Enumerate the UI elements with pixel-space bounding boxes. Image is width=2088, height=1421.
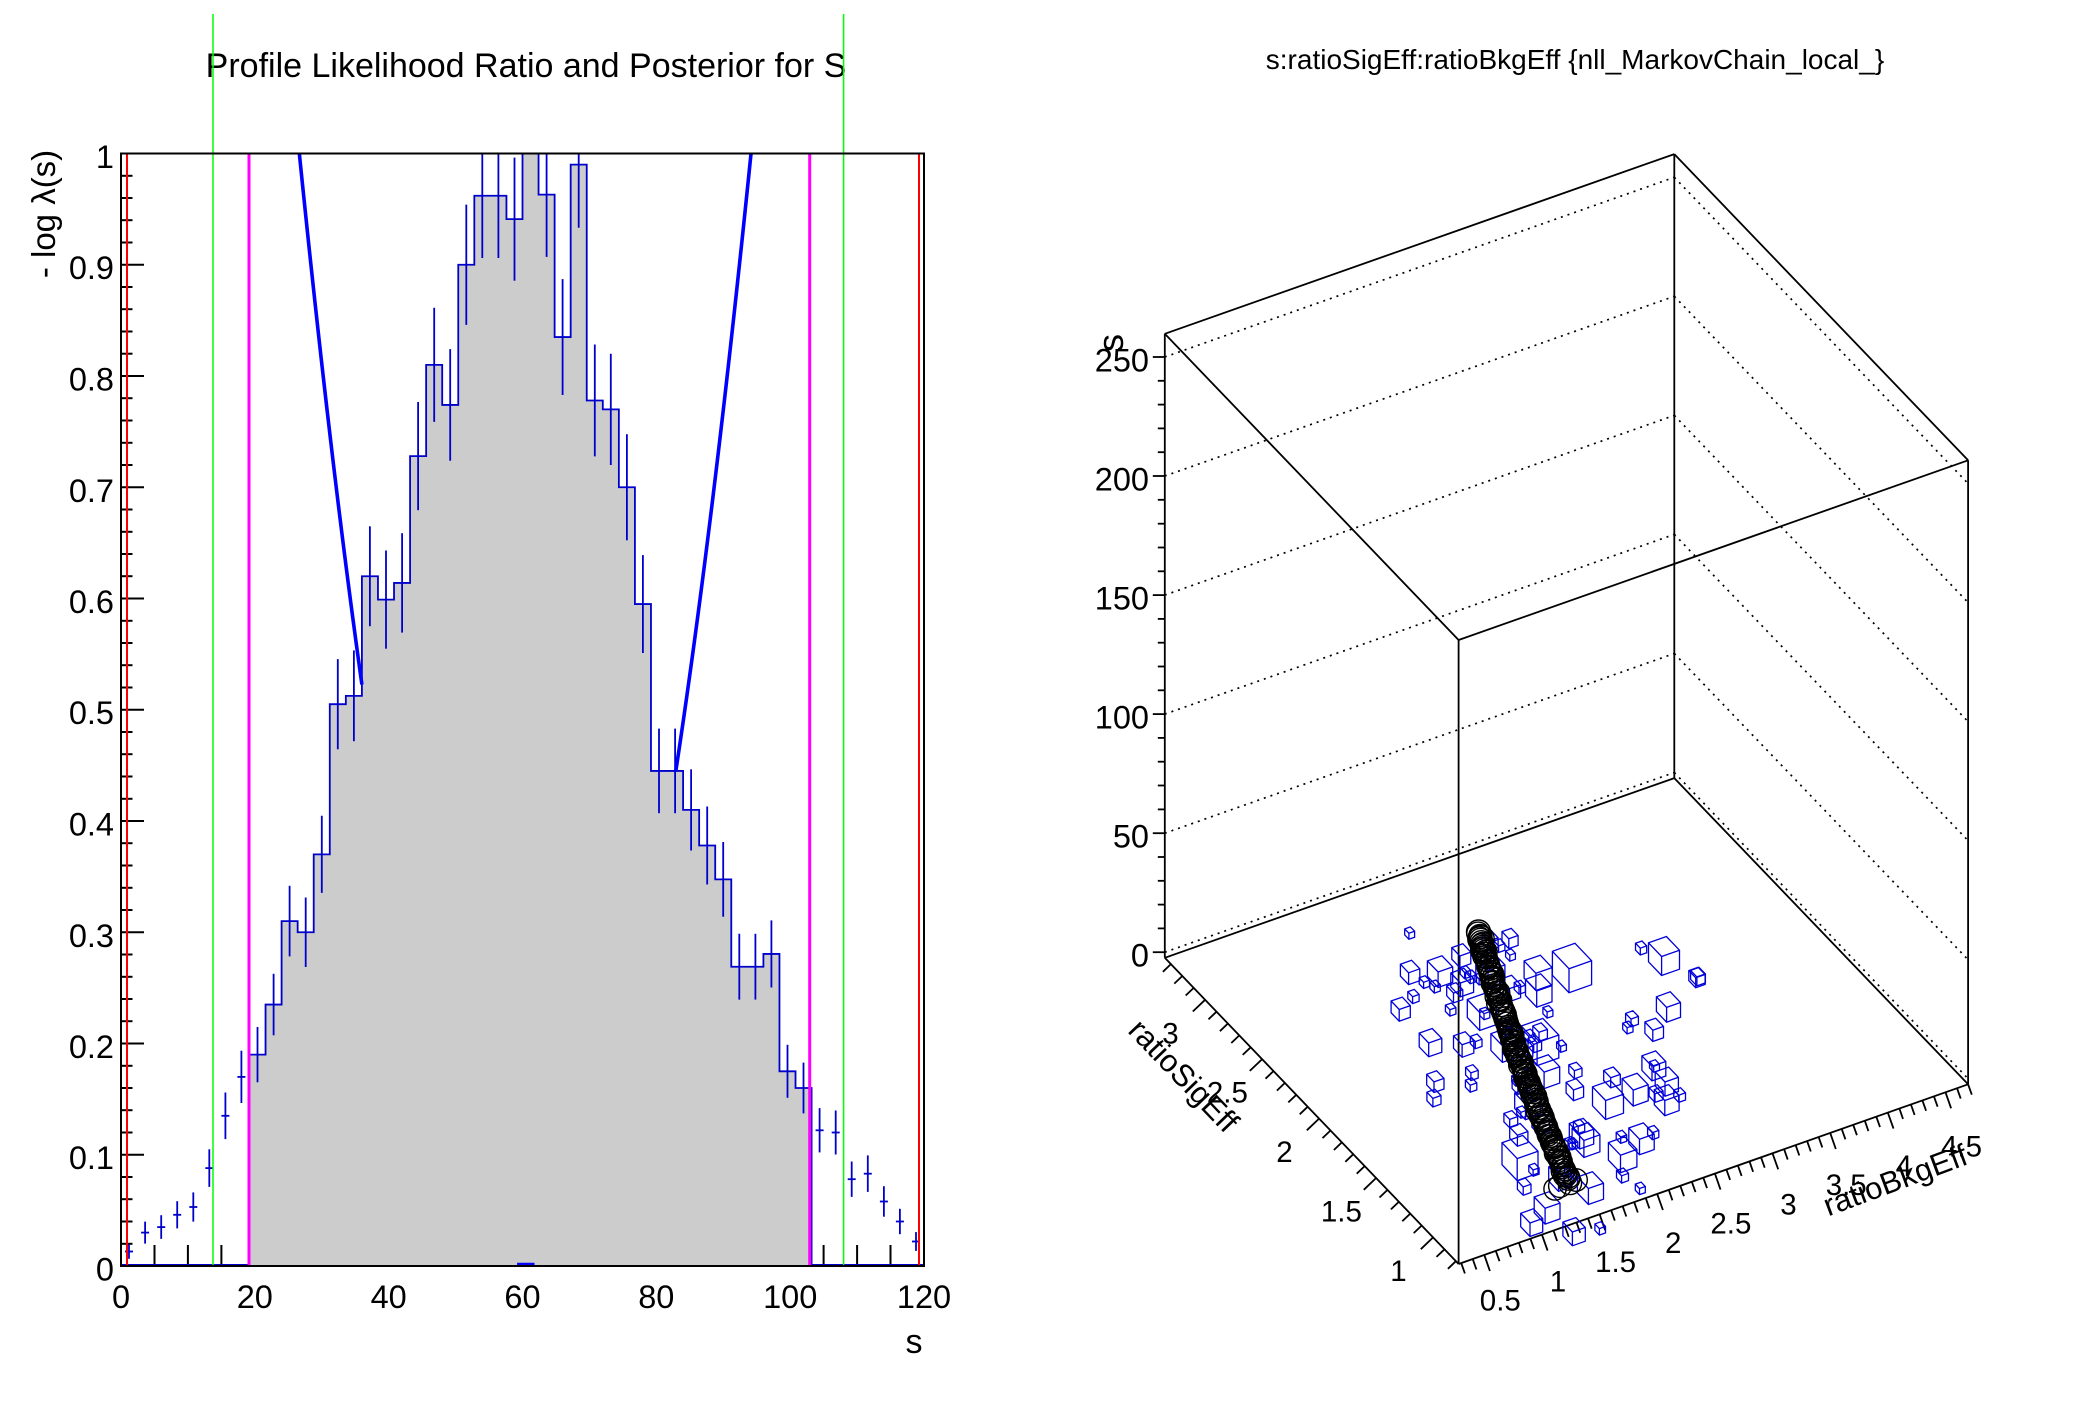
svg-text:0.5: 0.5 (1480, 1285, 1521, 1318)
svg-text:1: 1 (1390, 1255, 1406, 1288)
svg-text:0.8: 0.8 (69, 362, 114, 398)
svg-text:- log λ(s): - log λ(s) (25, 150, 62, 278)
svg-text:2.5: 2.5 (1710, 1208, 1751, 1241)
svg-text:0.2: 0.2 (69, 1029, 114, 1065)
svg-text:120: 120 (897, 1279, 951, 1315)
svg-text:200: 200 (1095, 462, 1149, 498)
svg-text:100: 100 (1095, 700, 1149, 736)
svg-text:40: 40 (371, 1279, 407, 1315)
svg-text:20: 20 (237, 1279, 273, 1315)
svg-text:2: 2 (1276, 1136, 1292, 1169)
svg-text:0: 0 (96, 1252, 114, 1288)
svg-text:0.4: 0.4 (69, 807, 114, 843)
svg-text:0.3: 0.3 (69, 918, 114, 954)
svg-text:0: 0 (112, 1279, 130, 1315)
svg-text:0: 0 (1131, 938, 1149, 974)
svg-text:2: 2 (1665, 1227, 1681, 1260)
svg-text:0.5: 0.5 (69, 695, 114, 731)
svg-text:3.5: 3.5 (1826, 1169, 1867, 1202)
svg-text:0.6: 0.6 (69, 584, 114, 620)
svg-text:1.5: 1.5 (1595, 1246, 1636, 1279)
svg-text:0.9: 0.9 (69, 250, 114, 286)
svg-text:150: 150 (1095, 581, 1149, 617)
svg-text:Profile Likelihood Ratio and P: Profile Likelihood Ratio and Posterior f… (206, 47, 847, 85)
svg-text:3: 3 (1162, 1017, 1178, 1050)
svg-text:s: s (906, 1323, 923, 1361)
svg-text:1: 1 (96, 139, 114, 175)
svg-text:1.5: 1.5 (1321, 1196, 1362, 1229)
svg-text:s: s (1090, 334, 1131, 352)
svg-text:4: 4 (1896, 1150, 1912, 1183)
svg-text:0.7: 0.7 (69, 473, 114, 509)
svg-text:1: 1 (1550, 1265, 1566, 1298)
svg-text:250: 250 (1095, 343, 1149, 379)
svg-text:s:ratioSigEff:ratioBkgEff {nll: s:ratioSigEff:ratioBkgEff {nll_MarkovCha… (1266, 44, 1884, 75)
svg-text:100: 100 (763, 1279, 817, 1315)
svg-text:50: 50 (1113, 819, 1149, 855)
svg-text:0.1: 0.1 (69, 1140, 114, 1176)
svg-text:80: 80 (638, 1279, 674, 1315)
svg-text:4.5: 4.5 (1941, 1131, 1982, 1164)
svg-text:60: 60 (504, 1279, 540, 1315)
svg-text:3: 3 (1780, 1188, 1796, 1221)
svg-text:2.5: 2.5 (1207, 1077, 1248, 1110)
